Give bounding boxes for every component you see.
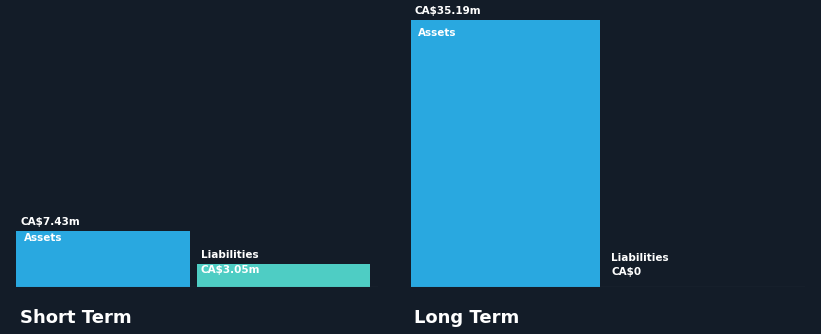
Text: Assets: Assets xyxy=(419,28,456,38)
Text: CA$7.43m: CA$7.43m xyxy=(20,217,80,227)
Text: CA$3.05m: CA$3.05m xyxy=(200,266,260,276)
Text: Long Term: Long Term xyxy=(415,309,520,327)
Text: Liabilities: Liabilities xyxy=(612,253,669,263)
Text: CA$0: CA$0 xyxy=(612,267,641,277)
Text: Liabilities: Liabilities xyxy=(200,250,259,260)
Bar xyxy=(197,264,370,287)
Bar xyxy=(410,20,599,287)
Text: Assets: Assets xyxy=(24,232,62,242)
Text: Short Term: Short Term xyxy=(20,309,131,327)
Bar xyxy=(16,231,190,287)
Text: CA$35.19m: CA$35.19m xyxy=(415,6,481,16)
